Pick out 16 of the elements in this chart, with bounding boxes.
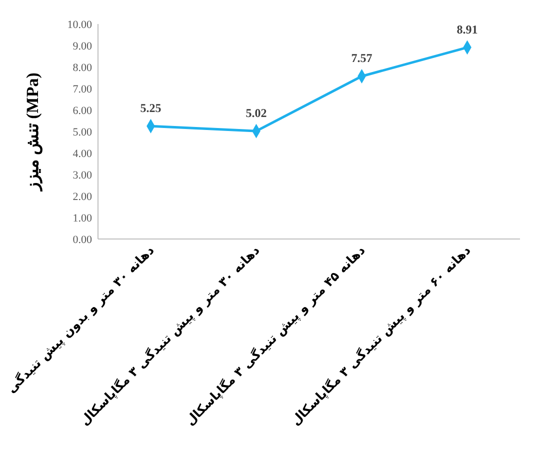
y-tick-label: 9.00 bbox=[72, 40, 92, 52]
data-label: 5.02 bbox=[246, 106, 267, 120]
y-tick-label: 7.00 bbox=[72, 83, 92, 96]
y-tick-label: 2.00 bbox=[72, 190, 92, 203]
y-tick-label: 0.00 bbox=[72, 234, 92, 246]
y-tick-label: 4.00 bbox=[72, 148, 92, 160]
data-label: 8.91 bbox=[456, 22, 478, 36]
y-tick-label: 1.00 bbox=[72, 212, 92, 224]
y-axis-title: تنش میزز (MPa) bbox=[23, 72, 43, 192]
y-tick-label: 8.00 bbox=[72, 62, 92, 74]
data-label: 7.57 bbox=[351, 51, 372, 66]
data-label: 5.25 bbox=[140, 101, 162, 116]
y-tick-label: 5.00 bbox=[72, 126, 92, 138]
y-tick-label: 3.00 bbox=[72, 169, 92, 182]
y-tick-label: 6.00 bbox=[72, 104, 92, 117]
y-tick-label: 10.00 bbox=[67, 18, 92, 31]
